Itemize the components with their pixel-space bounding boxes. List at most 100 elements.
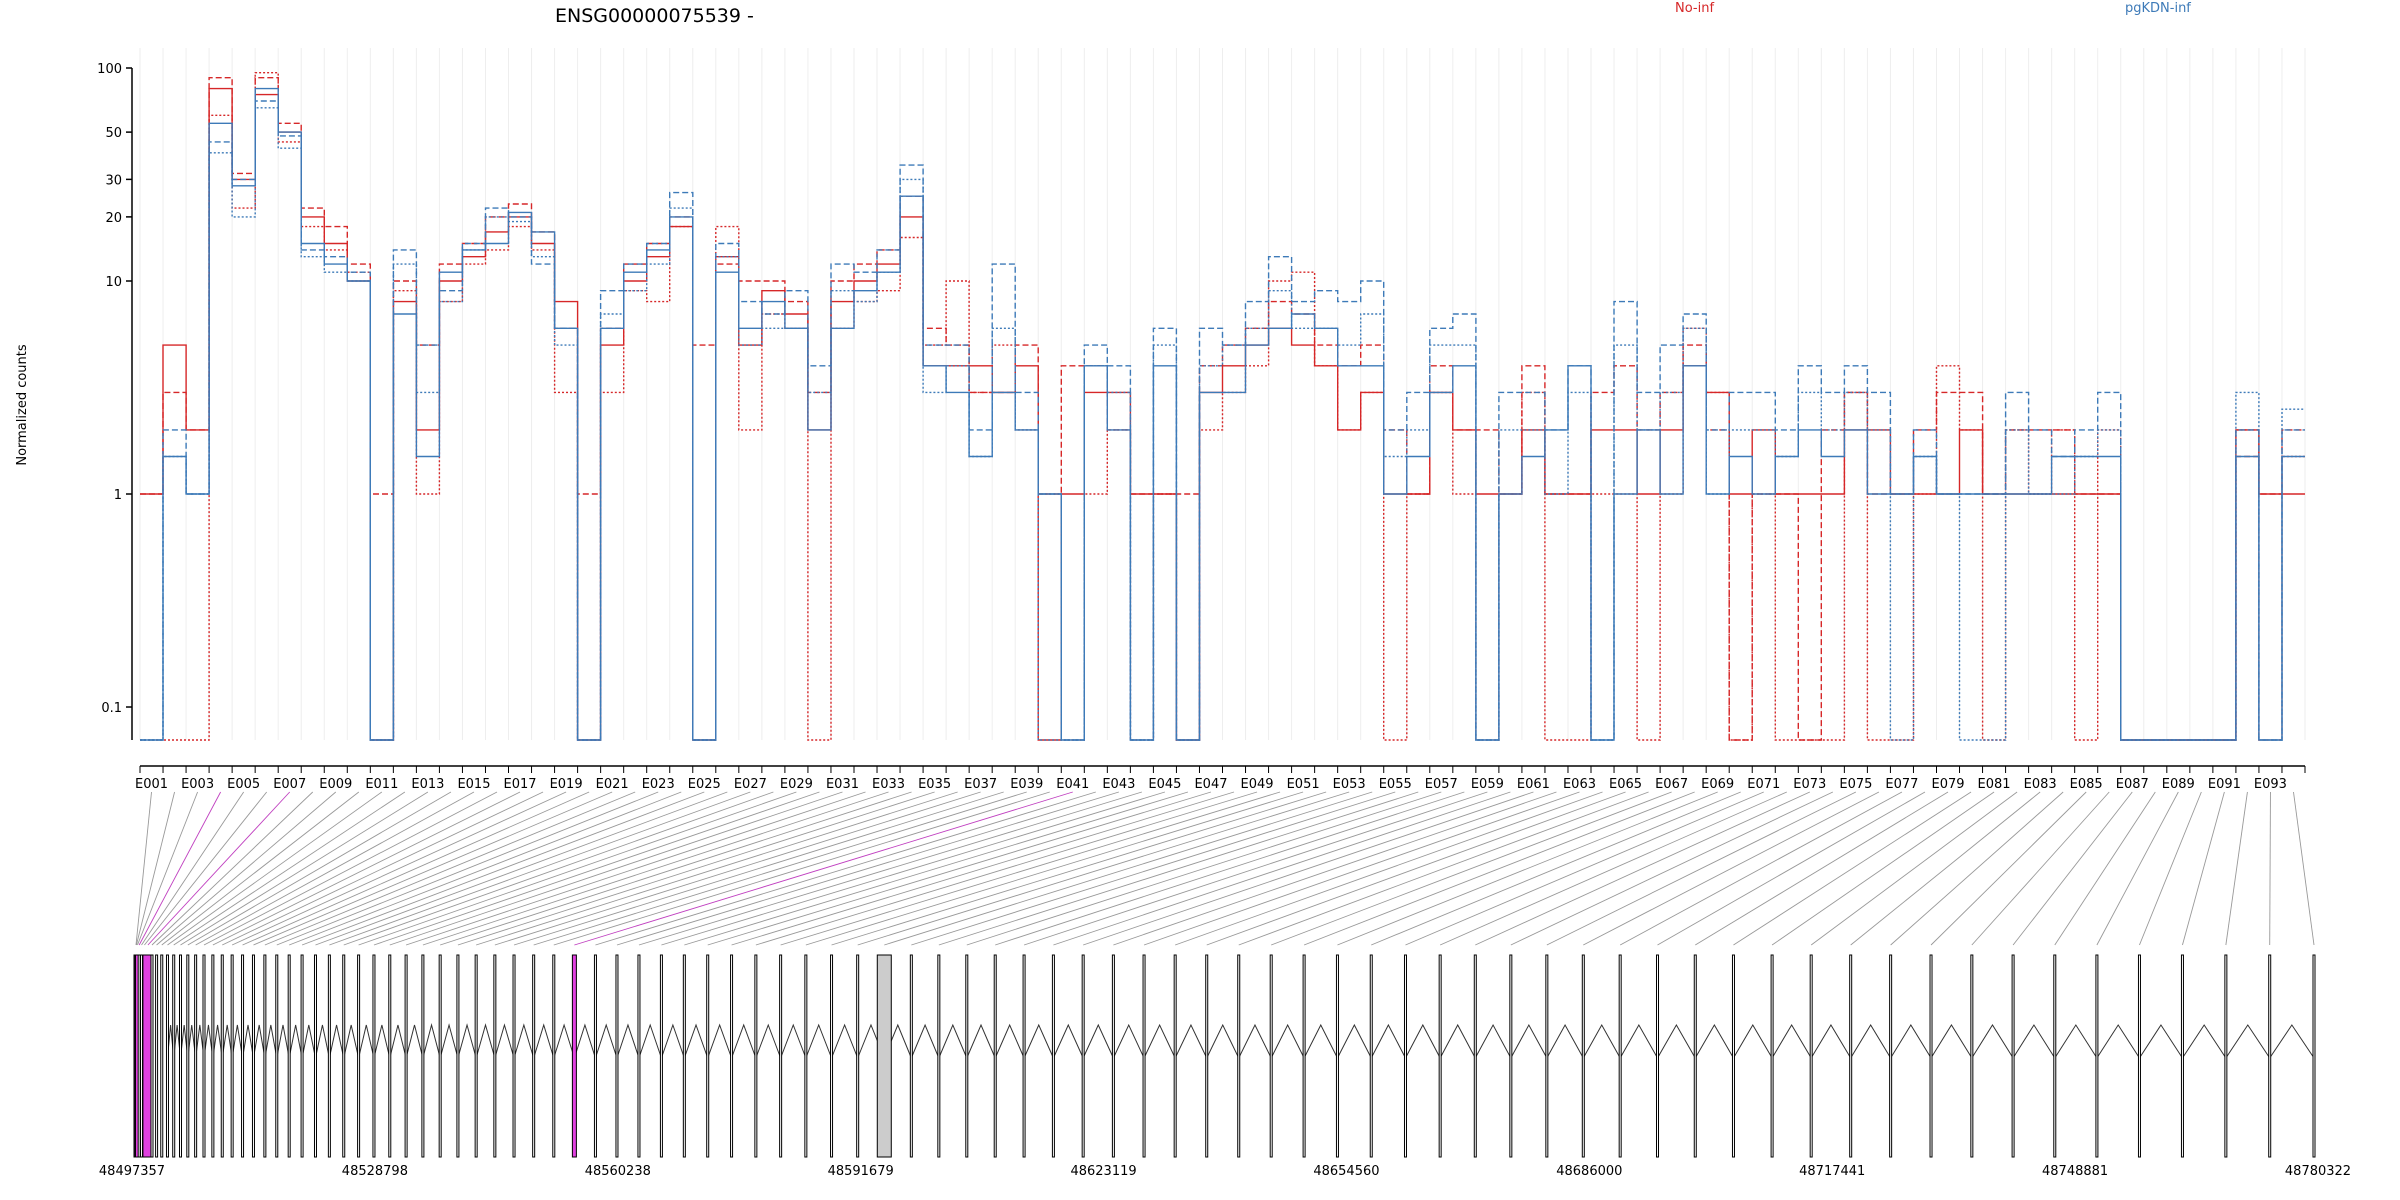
exon-box xyxy=(532,954,536,1158)
connector-line xyxy=(966,791,1442,946)
y-tick-label: 20 xyxy=(105,211,122,226)
intron-line xyxy=(389,1024,407,1059)
exon-label: E045 xyxy=(1148,777,1181,792)
connector-line xyxy=(1206,791,1626,946)
connector-line xyxy=(661,791,1166,946)
exon-box xyxy=(637,954,641,1158)
exon-box xyxy=(1970,954,1974,1158)
intron-line xyxy=(343,1024,360,1059)
intron-line xyxy=(301,1024,316,1059)
connector-line xyxy=(1850,791,2041,946)
coordinate-label: 48780322 xyxy=(2285,1164,2351,1179)
connector-line xyxy=(831,791,1327,946)
exon-box xyxy=(1849,954,1853,1158)
intron-line xyxy=(328,1024,345,1059)
intron-line xyxy=(1971,1024,2014,1059)
exon-label: E013 xyxy=(411,777,444,792)
connector-line xyxy=(938,791,1419,946)
intron-line xyxy=(553,1023,575,1059)
connector-line xyxy=(995,791,1465,946)
connector-line xyxy=(616,791,1119,946)
connector-line xyxy=(405,791,866,946)
connector-line xyxy=(1371,791,1741,946)
intron-line xyxy=(1238,1023,1272,1059)
exon-label: E005 xyxy=(227,777,260,792)
connector-line xyxy=(242,791,590,946)
coordinate-label: 48717441 xyxy=(1799,1164,1865,1179)
exon-label: E081 xyxy=(1978,777,2011,792)
intron-line xyxy=(1405,1023,1441,1059)
connector-line xyxy=(203,791,498,946)
exon-box xyxy=(876,954,892,1158)
intron-line xyxy=(994,1023,1025,1059)
exon-box xyxy=(2053,954,2057,1158)
exon-box xyxy=(456,954,460,1158)
exon-box xyxy=(754,954,758,1158)
intron-line xyxy=(1174,1023,1208,1059)
exon-box xyxy=(1142,954,1146,1158)
intron-line xyxy=(1474,1023,1512,1059)
intron-line xyxy=(513,1023,535,1059)
intron-line xyxy=(805,1023,833,1059)
intron-line xyxy=(2225,1024,2271,1059)
exon-box xyxy=(909,954,913,1158)
intron-line xyxy=(457,1023,477,1059)
exon-box xyxy=(287,954,291,1158)
exon-box xyxy=(2224,954,2228,1158)
exon-box xyxy=(140,954,144,1158)
exon-box xyxy=(615,954,619,1158)
exon-box xyxy=(1173,954,1177,1158)
connector-line xyxy=(231,791,567,946)
connector-line xyxy=(457,791,935,946)
connector-line xyxy=(1810,791,2018,946)
legend-no-inf: No-inf xyxy=(1675,1,1714,16)
exon-box xyxy=(300,954,304,1158)
exon-box xyxy=(779,954,783,1158)
connector-line xyxy=(1053,791,1511,946)
exon-box xyxy=(1269,954,1273,1158)
connector-line xyxy=(167,791,383,946)
exon-box xyxy=(1809,954,1813,1158)
exon-label: E083 xyxy=(2024,777,2057,792)
series-lines xyxy=(140,72,2305,741)
connector-line xyxy=(1475,791,1811,946)
connector-line xyxy=(289,791,682,946)
intron-line xyxy=(2182,1024,2227,1059)
exon-box xyxy=(230,954,234,1158)
exon-label: E049 xyxy=(1241,777,1274,792)
exon-box xyxy=(659,954,663,1158)
intron-line xyxy=(494,1023,515,1059)
intron-line xyxy=(1439,1023,1476,1059)
connector-line xyxy=(1771,791,1995,946)
connector-line xyxy=(373,791,820,946)
exon-box xyxy=(211,954,215,1158)
exon-label: E027 xyxy=(734,777,767,792)
connector-line xyxy=(440,791,912,946)
exon-box xyxy=(1369,954,1373,1158)
exon-box xyxy=(474,954,478,1158)
connector-line xyxy=(343,791,774,946)
exon-box xyxy=(421,954,425,1158)
intron-line xyxy=(1270,1023,1305,1059)
exon-label: E007 xyxy=(273,777,306,792)
exon-box xyxy=(2268,954,2272,1158)
connector-line xyxy=(707,791,1212,946)
exon-label: E093 xyxy=(2254,777,2287,792)
exon-label: E061 xyxy=(1517,777,1550,792)
exon-label: E079 xyxy=(1931,777,1964,792)
connector-line xyxy=(1143,791,1580,946)
intron-line xyxy=(422,1023,441,1059)
intron-line xyxy=(966,1023,996,1059)
connector-line xyxy=(253,791,613,946)
connector-line xyxy=(264,791,636,946)
exon-box xyxy=(263,954,267,1158)
intron-line xyxy=(755,1023,782,1059)
connector-line xyxy=(2225,791,2248,946)
connector-line xyxy=(389,791,843,946)
intron-line xyxy=(212,1024,223,1059)
exon-box xyxy=(856,954,860,1158)
connector-line xyxy=(2012,791,2133,946)
exon-label: E075 xyxy=(1839,777,1872,792)
exon-box xyxy=(1022,954,1026,1158)
exon-box xyxy=(1770,954,1774,1158)
